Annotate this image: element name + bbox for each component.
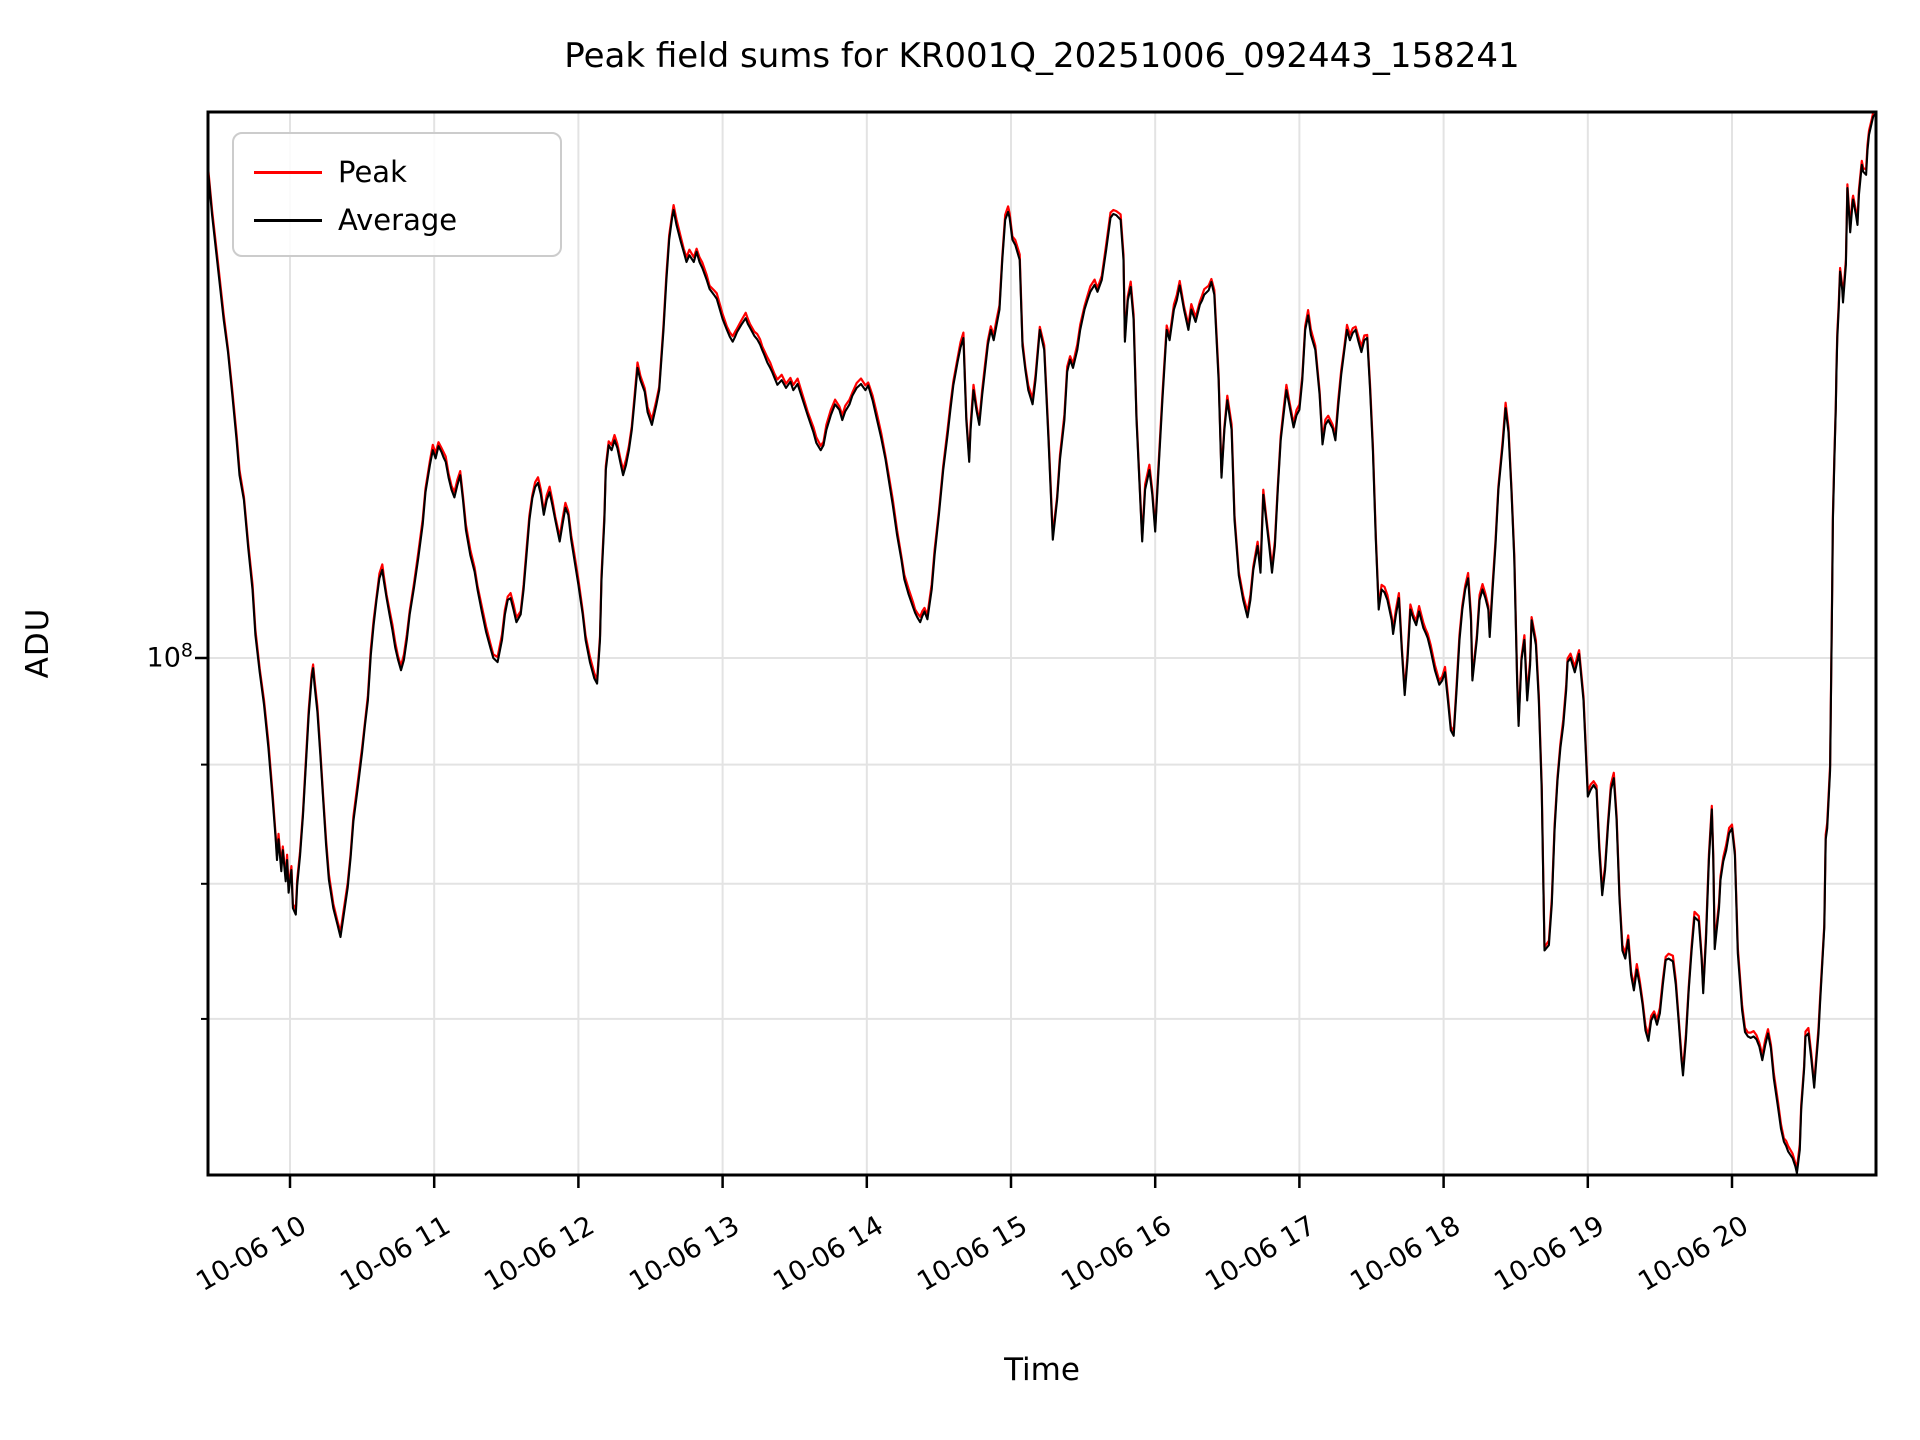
y-axis-label: ADU (20, 607, 56, 679)
legend-label-average: Average (338, 203, 458, 237)
legend: Peak Average (232, 132, 562, 257)
x-axis-label: Time (1004, 1352, 1080, 1388)
y-tick-label-1e8: 108 (146, 639, 193, 674)
legend-item-average: Average (254, 196, 550, 244)
legend-item-peak: Peak (254, 148, 550, 196)
chart-title: Peak field sums for KR001Q_20251006_0924… (564, 36, 1520, 76)
peak-line-sample-icon (254, 170, 322, 174)
average-line-sample-icon (254, 218, 322, 222)
legend-label-peak: Peak (338, 155, 407, 189)
